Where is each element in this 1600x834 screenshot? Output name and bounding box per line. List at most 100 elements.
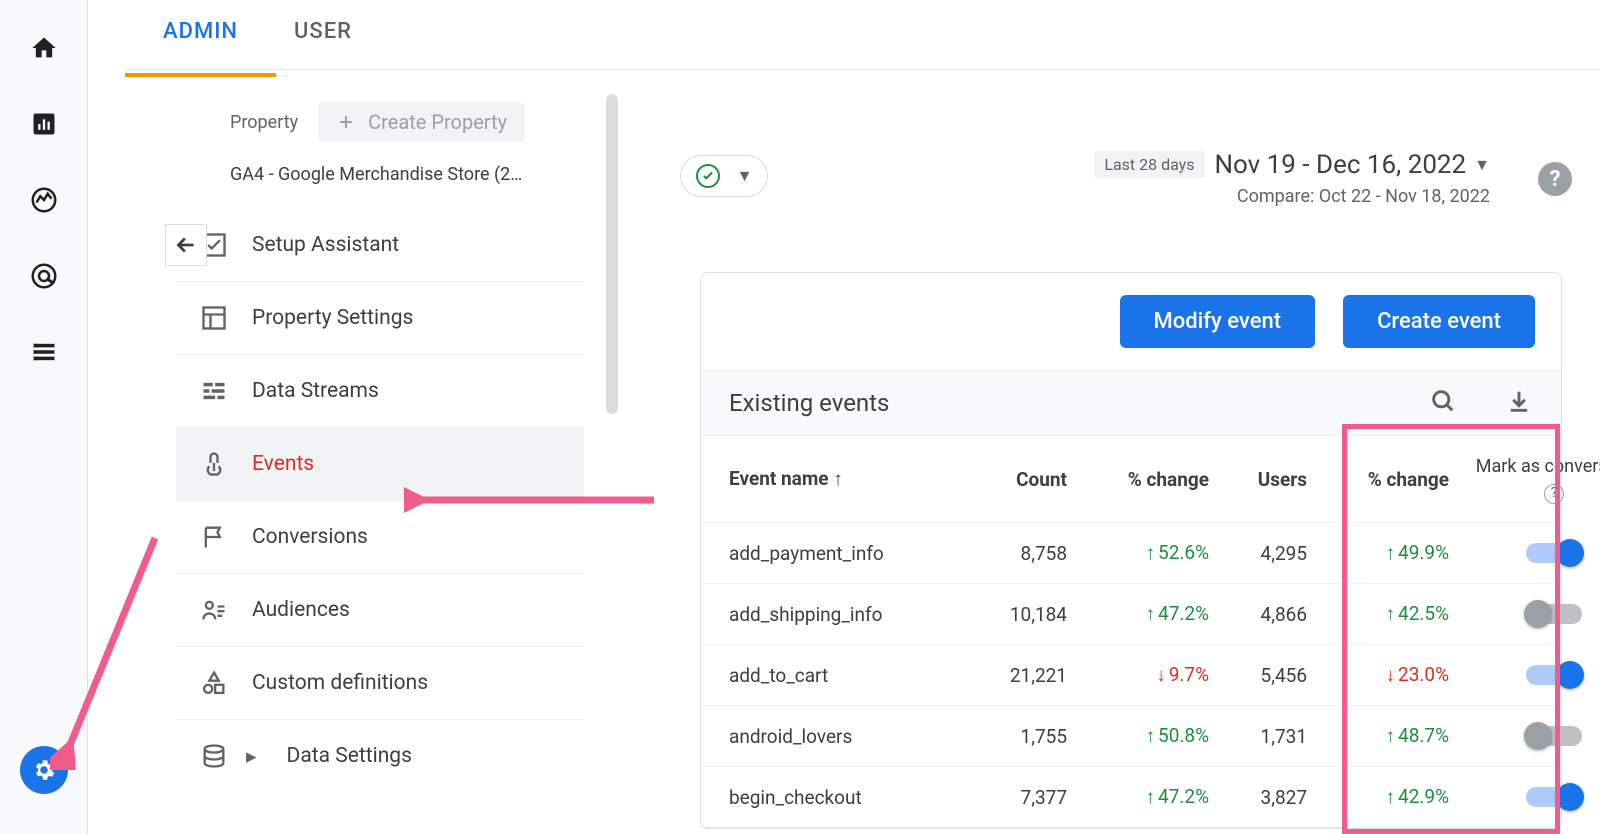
cell-count: 10,184 xyxy=(969,603,1079,626)
layout-icon xyxy=(200,304,228,332)
streams-icon xyxy=(200,377,228,405)
date-preset-badge: Last 28 days xyxy=(1094,151,1204,178)
events-table: Event name ↑ Count % change Users % chan… xyxy=(701,436,1561,828)
cell-event-name: android_lovers xyxy=(729,725,969,748)
check-icon xyxy=(696,164,720,188)
back-button[interactable] xyxy=(165,224,207,266)
menu-data-settings[interactable]: ▸ Data Settings xyxy=(176,720,584,792)
date-range-picker[interactable]: Nov 19 - Dec 16, 2022 ▼ xyxy=(1214,150,1490,180)
cell-event-name: begin_checkout xyxy=(729,786,969,809)
scrollbar[interactable] xyxy=(606,94,618,414)
menu-conversions[interactable]: Conversions xyxy=(176,501,584,574)
download-icon[interactable] xyxy=(1505,387,1533,419)
table-row[interactable]: add_payment_info8,75852.6%4,29549.9% xyxy=(701,523,1561,584)
cell-event-name: add_shipping_info xyxy=(729,603,969,626)
property-menu: Setup Assistant Property Settings Data S… xyxy=(176,209,584,792)
menu-label: Custom definitions xyxy=(252,671,428,695)
menu-property-settings[interactable]: Property Settings xyxy=(176,282,584,355)
conversion-toggle[interactable] xyxy=(1526,787,1582,807)
date-range-area: Last 28 days Nov 19 - Dec 16, 2022 ▼ Com… xyxy=(1094,150,1490,207)
col-users[interactable]: Users xyxy=(1209,468,1319,491)
advertising-icon[interactable] xyxy=(20,252,68,300)
status-selector[interactable]: ▼ xyxy=(680,155,768,197)
cell-pct1: 47.2% xyxy=(1079,602,1209,626)
cell-pct2: 48.7% xyxy=(1319,724,1449,748)
flag-icon xyxy=(200,523,228,551)
menu-label: Property Settings xyxy=(252,306,413,330)
search-icon[interactable] xyxy=(1429,387,1457,419)
table-row[interactable]: add_shipping_info10,18447.2%4,86642.5% xyxy=(701,584,1561,645)
home-icon[interactable] xyxy=(20,24,68,72)
create-property-label: Create Property xyxy=(368,110,507,134)
help-icon[interactable]: ? xyxy=(1538,162,1572,196)
cell-event-name: add_to_cart xyxy=(729,664,969,687)
menu-label: Data Streams xyxy=(252,379,379,403)
cell-count: 7,377 xyxy=(969,786,1079,809)
col-event-name[interactable]: Event name ↑ xyxy=(729,467,969,491)
conversion-toggle[interactable] xyxy=(1526,726,1582,746)
tab-user[interactable]: USER xyxy=(294,19,352,50)
table-header: Event name ↑ Count % change Users % chan… xyxy=(701,436,1561,523)
menu-label: Data Settings xyxy=(287,744,412,768)
tab-admin[interactable]: ADMIN xyxy=(163,19,238,50)
modify-event-button[interactable]: Modify event xyxy=(1120,295,1316,348)
compare-range: Compare: Oct 22 - Nov 18, 2022 xyxy=(1094,186,1490,207)
cell-users: 4,295 xyxy=(1209,542,1319,565)
touch-icon xyxy=(200,450,228,478)
property-sidebar: Property Create Property GA4 - Google Me… xyxy=(176,90,584,792)
menu-events[interactable]: Events xyxy=(176,428,584,501)
existing-events-title: Existing events xyxy=(729,389,1429,417)
caret-right-icon: ▸ xyxy=(246,744,257,769)
audiences-icon xyxy=(200,596,228,624)
cell-pct2: 42.5% xyxy=(1319,602,1449,626)
menu-label: Conversions xyxy=(252,525,368,549)
menu-label: Setup Assistant xyxy=(252,233,399,257)
create-event-button[interactable]: Create event xyxy=(1343,295,1535,348)
cell-count: 21,221 xyxy=(969,664,1079,687)
conversion-toggle[interactable] xyxy=(1526,665,1582,685)
menu-data-streams[interactable]: Data Streams xyxy=(176,355,584,428)
cell-users: 4,866 xyxy=(1209,603,1319,626)
col-pct-change-1[interactable]: % change xyxy=(1079,468,1209,491)
cell-count: 8,758 xyxy=(969,542,1079,565)
cell-pct1: 47.2% xyxy=(1079,785,1209,809)
cell-users: 5,456 xyxy=(1209,664,1319,687)
table-row[interactable]: begin_checkout7,37747.2%3,82742.9% xyxy=(701,767,1561,828)
menu-setup-assistant[interactable]: Setup Assistant xyxy=(176,209,584,282)
property-name[interactable]: GA4 - Google Merchandise Store (2130… xyxy=(176,154,584,201)
admin-gear-button[interactable] xyxy=(20,746,68,794)
shapes-icon xyxy=(200,669,228,697)
database-icon xyxy=(200,742,228,770)
caret-down-icon: ▼ xyxy=(737,166,753,186)
configure-icon[interactable] xyxy=(20,328,68,376)
menu-label: Events xyxy=(252,452,314,476)
reports-icon[interactable] xyxy=(20,100,68,148)
caret-down-icon: ▼ xyxy=(1474,155,1490,175)
col-count[interactable]: Count xyxy=(969,468,1079,491)
cell-count: 1,755 xyxy=(969,725,1079,748)
menu-label: Audiences xyxy=(252,598,350,622)
conversion-toggle[interactable] xyxy=(1526,604,1582,624)
help-small-icon[interactable]: ? xyxy=(1544,484,1564,504)
conversion-toggle[interactable] xyxy=(1526,543,1582,563)
cell-pct1: 52.6% xyxy=(1079,541,1209,565)
explore-icon[interactable] xyxy=(20,176,68,224)
admin-tabs: ADMIN USER xyxy=(125,0,1600,70)
table-row[interactable]: add_to_cart21,2219.7%5,45623.0% xyxy=(701,645,1561,706)
cell-event-name: add_payment_info xyxy=(729,542,969,565)
menu-audiences[interactable]: Audiences xyxy=(176,574,584,647)
cell-pct1: 9.7% xyxy=(1079,663,1209,687)
table-row[interactable]: android_lovers1,75550.8%1,73148.7% xyxy=(701,706,1561,767)
nav-rail xyxy=(0,0,88,834)
cell-pct2: 42.9% xyxy=(1319,785,1449,809)
create-property-button[interactable]: Create Property xyxy=(318,102,525,142)
cell-users: 3,827 xyxy=(1209,786,1319,809)
col-pct-change-2[interactable]: % change xyxy=(1319,468,1449,491)
events-card: Modify event Create event Existing event… xyxy=(700,272,1562,829)
cell-users: 1,731 xyxy=(1209,725,1319,748)
col-mark-conversion: Mark as conversion ? xyxy=(1449,454,1600,504)
property-label: Property xyxy=(230,112,298,133)
menu-custom-definitions[interactable]: Custom definitions xyxy=(176,647,584,720)
cell-pct2: 49.9% xyxy=(1319,541,1449,565)
cell-pct2: 23.0% xyxy=(1319,663,1449,687)
